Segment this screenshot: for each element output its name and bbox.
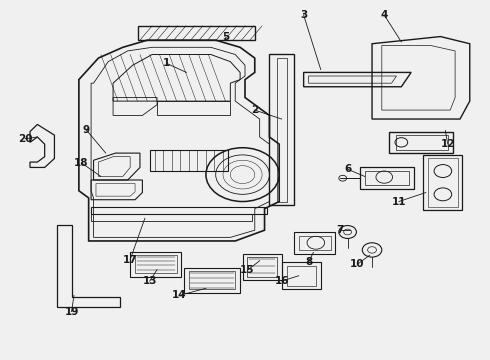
Text: 15: 15	[240, 265, 255, 275]
Text: 4: 4	[381, 10, 388, 20]
Text: 16: 16	[274, 276, 289, 286]
Text: 18: 18	[74, 158, 89, 168]
Text: 5: 5	[222, 32, 229, 41]
Text: 9: 9	[83, 125, 90, 135]
Text: 3: 3	[300, 10, 307, 20]
Text: 20: 20	[18, 134, 32, 144]
Text: 10: 10	[350, 259, 365, 269]
Text: 12: 12	[441, 139, 455, 149]
Text: 17: 17	[123, 255, 138, 265]
Text: 8: 8	[305, 257, 312, 267]
Text: 11: 11	[392, 197, 406, 207]
Text: 19: 19	[64, 307, 79, 316]
Text: 14: 14	[172, 291, 186, 301]
Text: 1: 1	[163, 58, 171, 68]
Text: 13: 13	[143, 276, 157, 286]
Text: 2: 2	[251, 105, 258, 115]
Text: 6: 6	[344, 164, 351, 174]
Text: 7: 7	[337, 225, 344, 235]
